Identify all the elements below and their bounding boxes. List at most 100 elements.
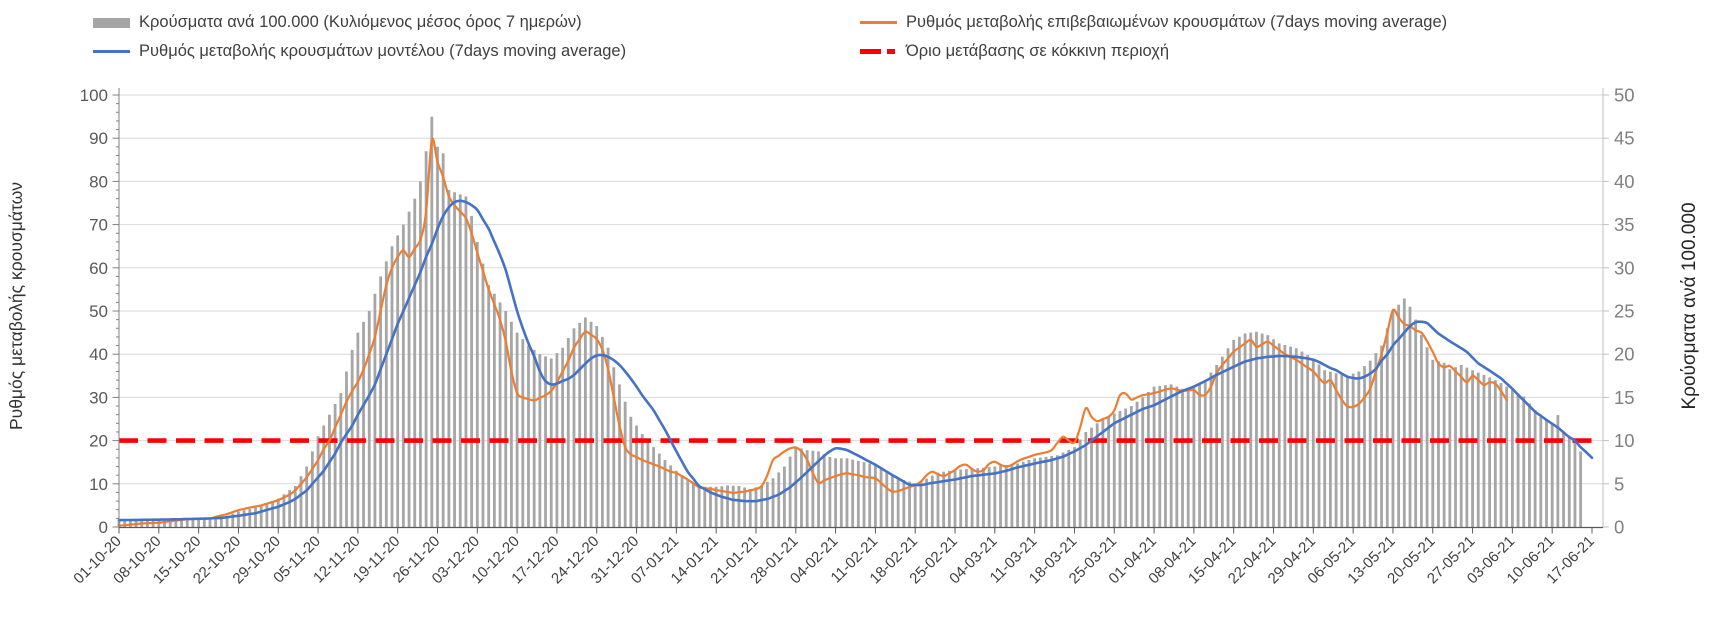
bar xyxy=(1465,367,1469,527)
bar xyxy=(856,460,860,527)
bar xyxy=(1044,456,1048,527)
bar xyxy=(316,436,320,527)
bar xyxy=(743,487,746,527)
bar xyxy=(868,463,872,527)
bar xyxy=(1004,465,1008,527)
bar xyxy=(1328,371,1332,527)
bar xyxy=(379,276,383,527)
y-left-tick-label: 80 xyxy=(89,172,108,191)
bar xyxy=(1550,423,1554,527)
bar xyxy=(407,211,411,527)
bar xyxy=(180,518,183,527)
bar xyxy=(1095,423,1099,527)
y-left-tick-label: 90 xyxy=(89,129,108,148)
bar xyxy=(185,517,189,527)
y-left-tick-label: 100 xyxy=(80,86,108,105)
bar xyxy=(811,450,815,527)
bar xyxy=(202,517,206,527)
bar xyxy=(163,519,166,527)
bar xyxy=(362,321,365,527)
bar xyxy=(891,474,894,527)
bar xyxy=(1573,442,1577,527)
bar xyxy=(1078,439,1082,527)
y-right-tick-label: 15 xyxy=(1614,387,1635,408)
bar xyxy=(219,516,223,527)
bar xyxy=(1431,359,1435,527)
bar xyxy=(885,471,889,527)
y-axis-title-left: Ρυθμός μεταβολής κρουσμάτων xyxy=(6,182,26,430)
bar xyxy=(623,401,627,527)
legend-item-red-threshold: Όριο μετάβασης σε κόκκινη περιοχή xyxy=(860,42,1169,61)
bar xyxy=(1067,449,1071,527)
bar xyxy=(862,462,866,527)
bar xyxy=(1437,361,1440,527)
bar xyxy=(1237,336,1241,527)
legend-label: Όριο μετάβασης σε κόκκινη περιοχή xyxy=(906,42,1170,60)
bar xyxy=(481,263,485,527)
bar xyxy=(1471,370,1474,527)
bar xyxy=(1459,365,1463,527)
bar xyxy=(1334,373,1338,527)
bar xyxy=(930,475,934,527)
bar xyxy=(828,457,832,527)
y-right-tick-label: 20 xyxy=(1614,344,1635,365)
bar xyxy=(310,451,314,527)
bar xyxy=(1209,372,1213,527)
bar xyxy=(1363,366,1366,527)
bar xyxy=(1476,372,1480,527)
bar xyxy=(1351,373,1355,527)
bar xyxy=(908,481,911,527)
bar xyxy=(339,393,343,527)
bar xyxy=(1016,463,1019,527)
bar xyxy=(424,151,428,527)
bar xyxy=(1357,371,1361,527)
bar xyxy=(1567,436,1571,527)
bar xyxy=(1164,385,1167,527)
axes xyxy=(112,88,1609,534)
bar xyxy=(1539,416,1543,527)
model-rate-line xyxy=(117,199,1594,522)
bar xyxy=(748,489,752,527)
bar xyxy=(794,446,798,527)
bar xyxy=(1545,420,1548,527)
bar xyxy=(663,460,667,527)
bar xyxy=(970,468,974,527)
bar xyxy=(1516,393,1520,527)
bar xyxy=(237,511,240,527)
bar xyxy=(492,293,496,527)
y-right-tick-label: 25 xyxy=(1614,301,1635,322)
bar xyxy=(1562,432,1565,527)
bar xyxy=(1243,333,1247,527)
bar xyxy=(760,485,764,527)
bar xyxy=(737,486,741,527)
bar xyxy=(646,440,650,527)
bar xyxy=(965,469,968,527)
bar xyxy=(561,347,565,527)
legend-label: Ρυθμός μεταβολής κρουσμάτων μοντέλου (7d… xyxy=(139,42,627,60)
bar xyxy=(993,466,997,527)
legend-item-confirmed-rate: Ρυθμός μεταβολής επιβεβαιωμένων κρουσμάτ… xyxy=(860,13,1447,32)
bar xyxy=(191,517,195,527)
bar xyxy=(544,356,547,527)
bar xyxy=(521,339,525,527)
bar xyxy=(947,470,951,527)
bar xyxy=(919,481,923,527)
y-right-tick-label: 45 xyxy=(1614,128,1635,149)
legend-item-cases-bars: Κρούσματα ανά 100.000 (Κυλιόμενος μέσος … xyxy=(93,13,582,32)
bar xyxy=(322,425,326,527)
bar xyxy=(1380,345,1383,527)
bar xyxy=(982,467,985,527)
bar xyxy=(1289,346,1292,527)
bar xyxy=(936,472,940,527)
bar xyxy=(805,450,809,527)
bar xyxy=(1050,456,1054,527)
bar xyxy=(384,261,388,527)
bar xyxy=(1175,386,1179,527)
bar xyxy=(589,321,593,527)
bar xyxy=(674,470,678,527)
y-left-tick-label: 70 xyxy=(89,216,108,235)
bar xyxy=(1272,339,1275,527)
bar xyxy=(1533,410,1537,527)
bar xyxy=(1107,416,1110,527)
